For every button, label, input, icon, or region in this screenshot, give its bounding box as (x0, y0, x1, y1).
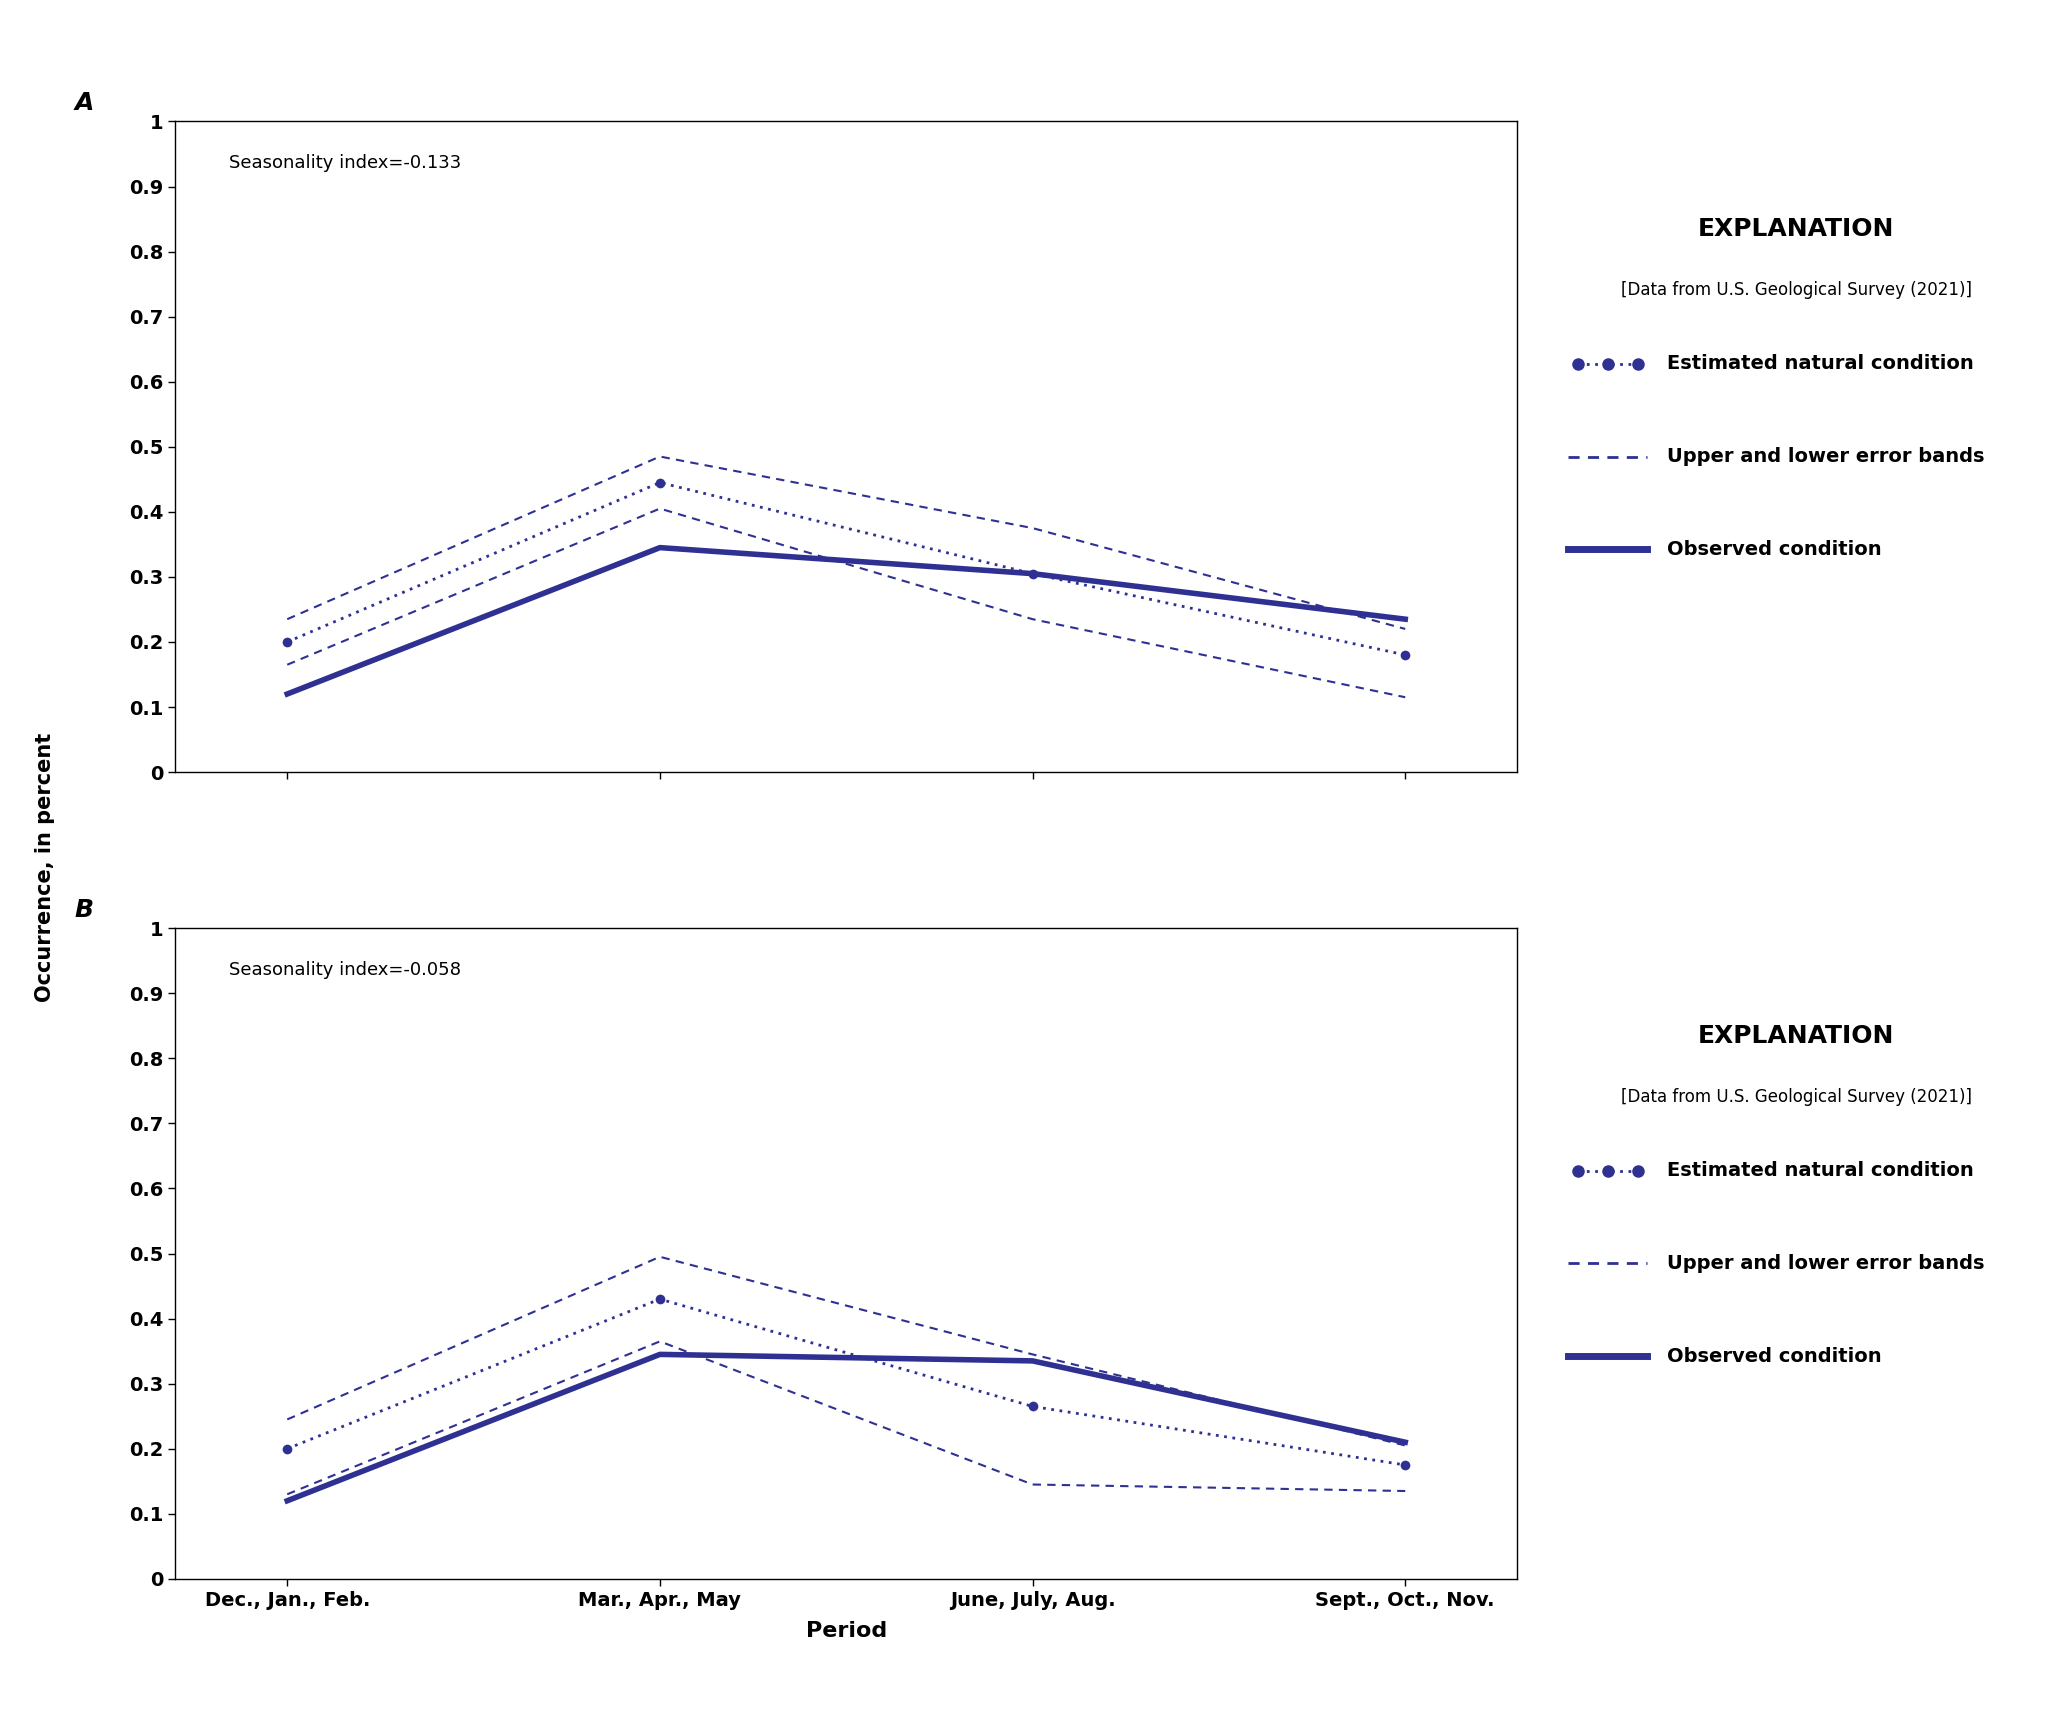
Text: Occurrence, in percent: Occurrence, in percent (35, 732, 56, 1003)
Text: Seasonality index=-0.133: Seasonality index=-0.133 (229, 154, 462, 172)
Text: A: A (74, 90, 95, 115)
Text: Observed condition: Observed condition (1668, 540, 1882, 559)
Text: Seasonality index=-0.058: Seasonality index=-0.058 (229, 961, 460, 979)
Text: EXPLANATION: EXPLANATION (1699, 1024, 1895, 1048)
Text: Upper and lower error bands: Upper and lower error bands (1668, 448, 1986, 467)
Text: Upper and lower error bands: Upper and lower error bands (1668, 1254, 1986, 1273)
Text: B: B (74, 897, 93, 921)
Text: Observed condition: Observed condition (1668, 1346, 1882, 1365)
Text: [Data from U.S. Geological Survey (2021)]: [Data from U.S. Geological Survey (2021)… (1620, 1088, 1971, 1105)
X-axis label: Period: Period (805, 1620, 888, 1641)
Text: Estimated natural condition: Estimated natural condition (1668, 354, 1973, 373)
Text: [Data from U.S. Geological Survey (2021)]: [Data from U.S. Geological Survey (2021)… (1620, 281, 1971, 298)
Text: EXPLANATION: EXPLANATION (1699, 217, 1895, 241)
Text: Estimated natural condition: Estimated natural condition (1668, 1161, 1973, 1180)
